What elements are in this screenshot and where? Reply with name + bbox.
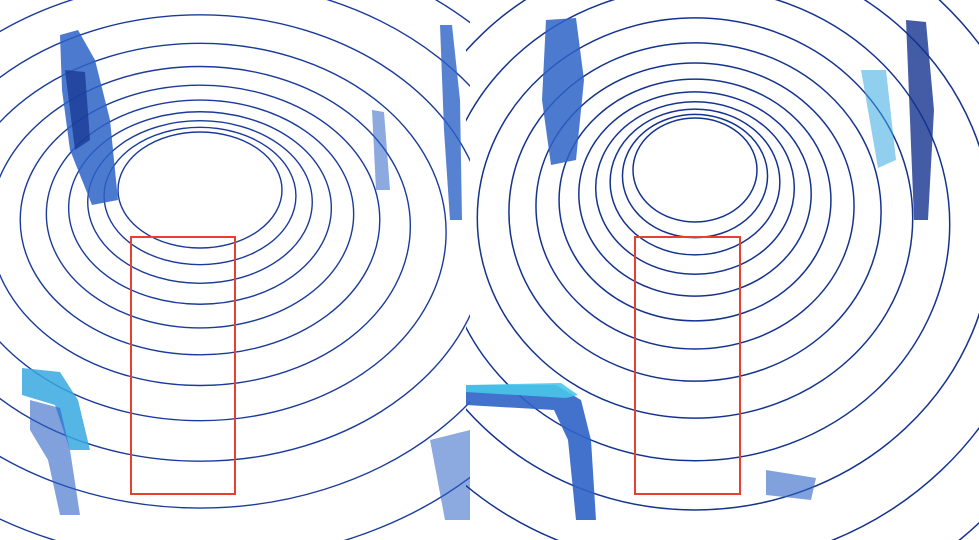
vegetation-cluster — [65, 70, 90, 150]
pole-cluster — [906, 20, 934, 220]
curb-structure — [466, 385, 596, 520]
scan-rings — [0, 0, 470, 540]
scan-ring — [103, 126, 297, 266]
scan-ring — [466, 0, 951, 462]
scan-ring — [117, 131, 283, 249]
right-point-cloud — [466, 0, 979, 540]
curb-structure — [466, 383, 578, 398]
scan-ring — [508, 42, 882, 382]
scan-ring — [558, 78, 832, 322]
scan-ring — [621, 113, 769, 239]
scan-ring — [0, 14, 470, 462]
left-lidar-panel — [0, 0, 470, 540]
scan-ring — [535, 62, 855, 350]
curb-structure — [22, 368, 90, 450]
scan-ring — [578, 91, 812, 297]
pole-cluster — [372, 110, 390, 190]
scan-ring — [45, 99, 355, 329]
scan-ring — [594, 100, 796, 276]
curb-structure — [430, 430, 470, 520]
scan-ring — [0, 65, 411, 387]
right-lidar-panel — [466, 0, 979, 540]
curb-structure — [30, 400, 80, 515]
scan-ring — [87, 119, 313, 285]
pole-cluster — [440, 25, 462, 220]
left-point-cloud — [0, 0, 470, 540]
scan-ring — [632, 117, 758, 223]
curb-structure — [766, 470, 816, 500]
scan-ring — [609, 108, 781, 256]
scene-structures — [22, 25, 470, 520]
pole-cluster — [861, 70, 896, 168]
scan-rings — [466, 0, 979, 540]
vegetation-cluster — [542, 18, 584, 165]
scan-ring — [0, 42, 447, 422]
highlight-box — [130, 236, 236, 495]
scene-structures — [466, 18, 934, 520]
scan-ring — [476, 17, 914, 419]
scan-ring — [19, 84, 381, 356]
scan-ring — [466, 0, 979, 511]
scan-ring — [0, 0, 470, 509]
scan-ring — [67, 111, 333, 305]
highlight-box — [634, 236, 741, 495]
